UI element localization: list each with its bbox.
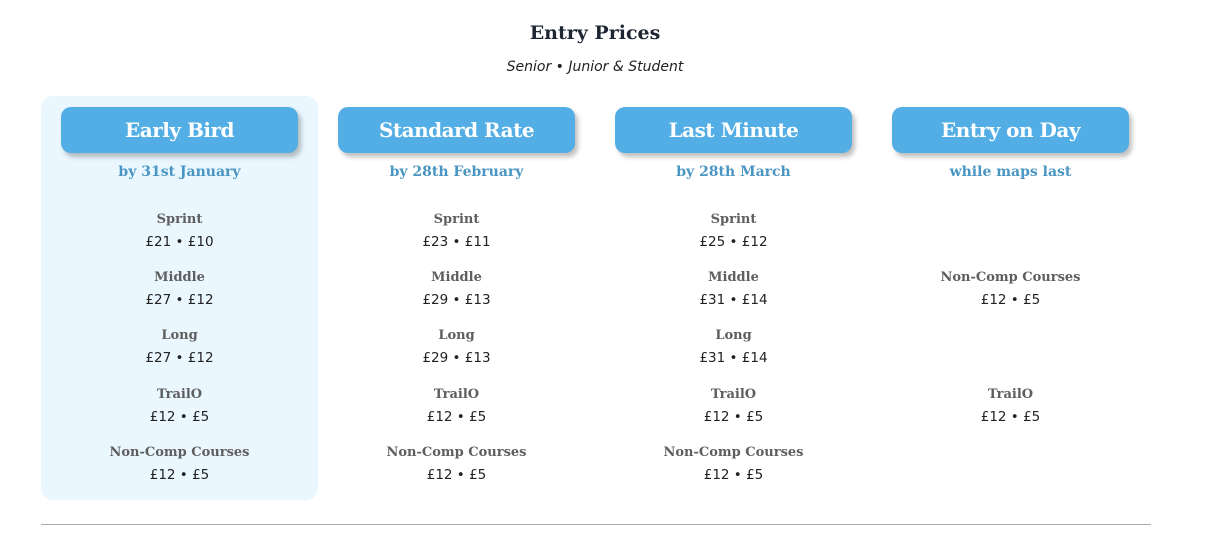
pricing-columns: Early Bird by 31st January Sprint £21 • £10… [41, 96, 1149, 500]
tier-button[interactable]: Standard Rate [338, 107, 575, 153]
course-price: £27 • £12 [145, 350, 214, 367]
course-price: £12 • £5 [980, 408, 1041, 425]
price-item: Sprint £21 • £10 [41, 209, 318, 253]
course-label: Sprint [156, 212, 203, 227]
course-price: £29 • £13 [422, 292, 491, 309]
course-label: Non-Comp Courses [663, 444, 804, 460]
course-label: Long [715, 328, 752, 344]
course-label: Middle [708, 270, 759, 286]
price-item: Middle £29 • £13 [318, 267, 595, 311]
price-item: Sprint £25 • £12 [595, 209, 872, 253]
course-label: TrailO [710, 386, 757, 402]
price-item: TrailO £12 • £5 [41, 384, 318, 428]
tier-deadline: by 28th March [676, 164, 791, 180]
price-item: Non-Comp Courses £12 • £5 [41, 442, 318, 486]
price-item: Non-Comp Courses £12 • £5 [595, 442, 872, 486]
price-item: Non-Comp Courses £12 • £5 [872, 267, 1149, 311]
tier-button[interactable]: Entry on Day [892, 107, 1129, 153]
course-price: £12 • £5 [703, 408, 764, 425]
page-title: Entry Prices [529, 22, 661, 44]
price-item: Middle £27 • £12 [41, 267, 318, 311]
course-label: Non-Comp Courses [109, 444, 250, 460]
pricing-column: Standard Rate by 28th February Sprint £23 •… [318, 96, 595, 500]
page-subtitle: Senior • Junior & Student [506, 59, 684, 75]
course-price: £12 • £5 [980, 292, 1041, 309]
tier-deadline: while maps last [949, 164, 1072, 180]
course-label: TrailO [433, 386, 480, 402]
tier-deadline: by 31st January [118, 164, 241, 180]
course-label: Sprint [433, 212, 480, 227]
course-price: £31 • £14 [699, 350, 768, 367]
course-price: £27 • £12 [145, 292, 214, 309]
course-price: £23 • £11 [422, 234, 491, 250]
course-price: £12 • £5 [703, 466, 764, 483]
price-item: Long £29 • £13 [318, 325, 595, 369]
course-label: Long [438, 328, 475, 344]
course-price: £31 • £14 [699, 292, 768, 309]
price-item: TrailO £12 • £5 [318, 384, 595, 428]
course-label: Sprint [710, 212, 757, 227]
price-item: Long £31 • £14 [595, 325, 872, 369]
course-price: £25 • £12 [699, 234, 768, 250]
pricing-column: Entry on Day while maps last Non-Comp Cour… [872, 96, 1149, 500]
course-label: TrailO [987, 386, 1034, 402]
tier-button[interactable]: Early Bird [61, 107, 298, 153]
divider [41, 524, 1151, 525]
course-price: £29 • £13 [422, 350, 491, 367]
course-price: £21 • £10 [145, 234, 214, 250]
price-item: Sprint £23 • £11 [318, 209, 595, 253]
course-price: £12 • £5 [149, 408, 210, 425]
tier-deadline: by 28th February [389, 164, 524, 180]
course-price: £12 • £5 [426, 466, 487, 483]
course-label: Non-Comp Courses [940, 270, 1081, 286]
pricing-column: Early Bird by 31st January Sprint £21 • £10… [41, 96, 318, 500]
price-item: TrailO £12 • £5 [595, 384, 872, 428]
course-price: £12 • £5 [426, 408, 487, 425]
course-label: Middle [431, 270, 482, 286]
price-item: Long £27 • £12 [41, 325, 318, 369]
price-item: TrailO £12 • £5 [872, 384, 1149, 428]
pricing-column: Last Minute by 28th March Sprint £25 • £12 M… [595, 96, 872, 500]
course-label: TrailO [156, 386, 203, 402]
course-label: Non-Comp Courses [386, 444, 527, 460]
course-price: £12 • £5 [149, 466, 210, 483]
tier-button[interactable]: Last Minute [615, 107, 852, 153]
course-label: Long [161, 328, 198, 344]
course-label: Middle [154, 270, 205, 286]
price-item: Middle £31 • £14 [595, 267, 872, 311]
price-item: Non-Comp Courses £12 • £5 [318, 442, 595, 486]
